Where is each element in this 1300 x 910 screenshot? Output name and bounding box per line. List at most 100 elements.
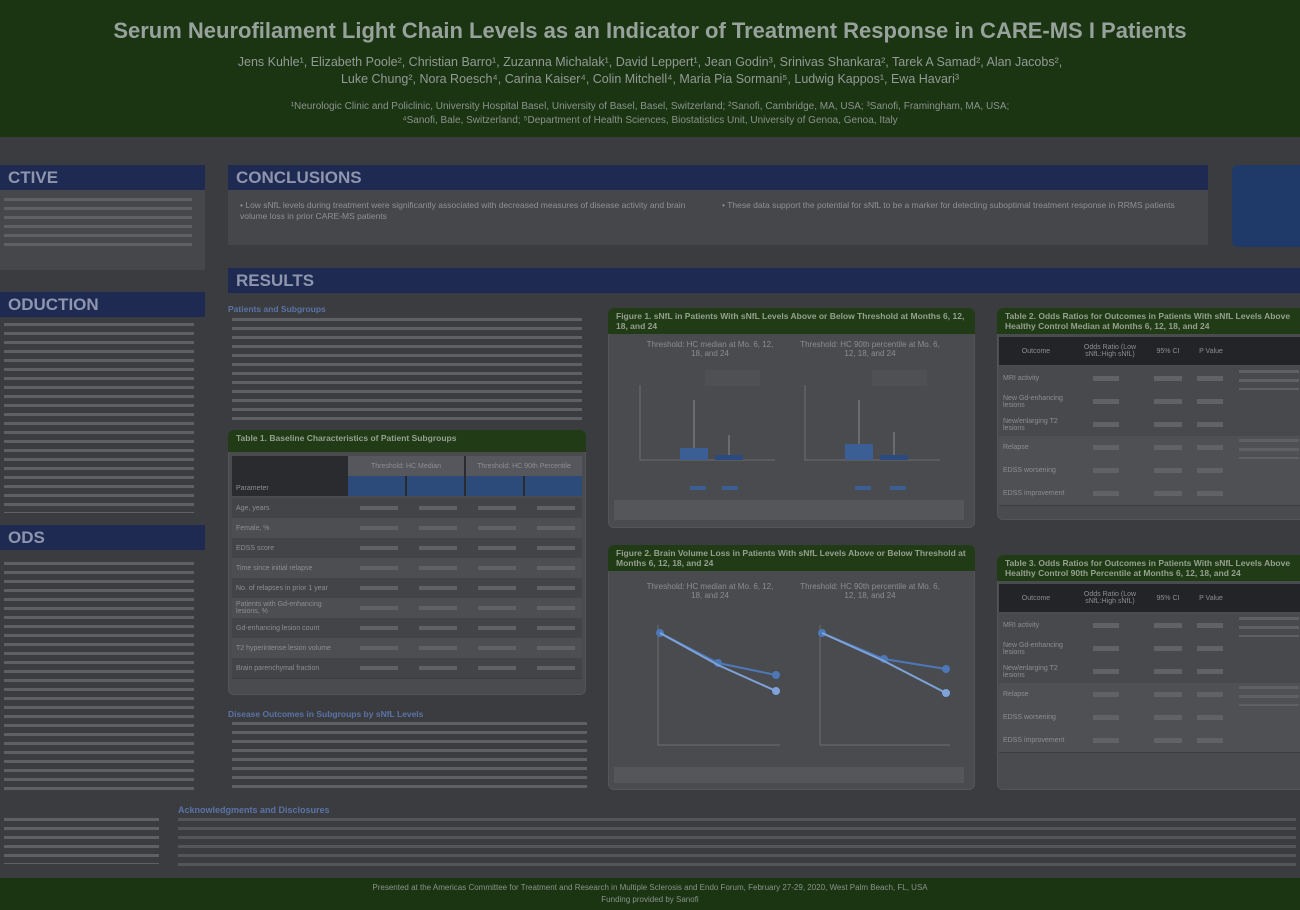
qr-box bbox=[1232, 165, 1300, 247]
blurred-text bbox=[178, 818, 1296, 866]
table-row: EDSS improvement bbox=[999, 482, 1300, 506]
blurred-cell bbox=[419, 566, 457, 570]
blurred-cell bbox=[1197, 468, 1223, 473]
table-row: Brain parenchymal fraction bbox=[232, 658, 582, 679]
blurred-cell bbox=[1154, 491, 1182, 496]
blurred-text bbox=[232, 318, 582, 424]
blurred-cell bbox=[478, 506, 516, 510]
table-row: EDSS worsening bbox=[999, 459, 1300, 483]
column-header: Odds Ratio (Low sNfL:High sNfL) bbox=[1083, 591, 1137, 605]
figure-graphic bbox=[614, 370, 964, 520]
panel-title: Threshold: HC median at Mo. 6, 12, 18, a… bbox=[646, 582, 774, 600]
blurred-text bbox=[4, 323, 194, 513]
blurred-cell bbox=[1197, 422, 1223, 427]
column-header: 95% CI bbox=[1156, 347, 1180, 355]
footer-text: Funding provided by Sanofi bbox=[601, 895, 699, 904]
blurred-cell bbox=[360, 506, 398, 510]
authors: Luke Chung², Nora Roesch⁴, Carina Kaiser… bbox=[340, 72, 960, 86]
table-row: EDSS improvement bbox=[999, 729, 1300, 753]
column-header: 95% CI bbox=[1156, 594, 1180, 602]
figure-panel bbox=[608, 308, 975, 528]
blurred-cell bbox=[1197, 669, 1223, 674]
blurred-cell bbox=[1154, 376, 1182, 381]
blurred-cell bbox=[1093, 715, 1119, 720]
table-row: Female, % bbox=[232, 518, 582, 539]
blurred-text bbox=[4, 818, 159, 864]
blurred-cell bbox=[1093, 491, 1119, 496]
blurred-cell bbox=[478, 666, 516, 670]
blurred-cell bbox=[1154, 692, 1182, 697]
header-band bbox=[0, 0, 1300, 137]
blurred-cell bbox=[537, 566, 575, 570]
row-label: Brain parenchymal fraction bbox=[236, 664, 320, 672]
blurred-text bbox=[4, 562, 194, 790]
row-label: New/enlarging T2 lesions bbox=[1003, 664, 1058, 679]
blurred-cell bbox=[1093, 692, 1119, 697]
table-row: MRI activity bbox=[999, 367, 1300, 430]
blurred-cell bbox=[360, 566, 398, 570]
column-header: Threshold: HC Median bbox=[348, 456, 464, 476]
blurred-cell bbox=[478, 566, 516, 570]
subheading: Patients and Subgroups bbox=[228, 304, 326, 314]
blurred-cell bbox=[419, 506, 457, 510]
blurred-cell bbox=[537, 666, 575, 670]
table: Outcome Odds Ratio (Low sNfL:High sNfL) 95… bbox=[999, 337, 1300, 509]
row-label: EDSS score bbox=[236, 544, 275, 552]
section-header: CONCLUSIONS bbox=[228, 165, 1208, 190]
subheading: Acknowledgments and Disclosures bbox=[178, 805, 330, 815]
blurred-cell bbox=[537, 646, 575, 650]
table-row: EDSS score bbox=[232, 538, 582, 559]
panel-title: Threshold: HC median at Mo. 6, 12, 18, a… bbox=[646, 340, 774, 358]
blurred-cell bbox=[360, 546, 398, 550]
table-row: New Gd-enhancing lesions bbox=[999, 390, 1300, 414]
blurred-cell bbox=[1197, 623, 1223, 628]
blurred-cell bbox=[1093, 468, 1119, 473]
blurred-cell bbox=[419, 606, 457, 610]
blurred-cell bbox=[1154, 445, 1182, 450]
blurred-cell bbox=[360, 606, 398, 610]
blurred-cell bbox=[1154, 669, 1182, 674]
blurred-cell bbox=[478, 586, 516, 590]
blurred-cell bbox=[1197, 445, 1223, 450]
blurred-cell bbox=[537, 506, 575, 510]
table-row: Patients with Gd-enhancing lesions, % bbox=[232, 598, 582, 619]
column-header: Odds Ratio (Low sNfL:High sNfL) bbox=[1083, 344, 1137, 358]
table-row: Gd-enhancing lesion count bbox=[232, 618, 582, 639]
section-header: ODUCTION bbox=[0, 292, 205, 317]
figure-panel bbox=[608, 545, 975, 790]
table-row: New/enlarging T2 lesions bbox=[999, 660, 1300, 684]
table-title: Table 3. Odds Ratios for Outcomes in Pat… bbox=[997, 555, 1300, 581]
blurred-cell bbox=[478, 646, 516, 650]
blurred-cell bbox=[1093, 445, 1119, 450]
blurred-text bbox=[4, 198, 192, 252]
blurred-cell bbox=[1197, 376, 1223, 381]
row-label: EDSS improvement bbox=[1003, 737, 1065, 744]
blurred-cell bbox=[1197, 646, 1223, 651]
figure-title: Figure 2. Brain Volume Loss in Patients … bbox=[608, 545, 975, 571]
footer-text: Presented at the Americas Committee for … bbox=[372, 883, 928, 892]
conclusion-bullet: • Low sNfL levels during treatment were … bbox=[240, 200, 686, 221]
row-label: Time since initial relapse bbox=[236, 564, 313, 572]
blurred-cell bbox=[478, 546, 516, 550]
table-header: Outcome Odds Ratio (Low sNfL:High sNfL) 95… bbox=[999, 584, 1300, 612]
column-header: P Value bbox=[1199, 347, 1223, 355]
blurred-cell bbox=[1093, 623, 1119, 628]
column-subheader bbox=[348, 476, 405, 496]
column-subheader bbox=[407, 476, 464, 496]
blurred-cell bbox=[1154, 646, 1182, 651]
row-label: New Gd-enhancing lesions bbox=[1003, 394, 1063, 409]
figure-title: Figure 1. sNfL in Patients With sNfL Lev… bbox=[608, 308, 975, 334]
blurred-cell bbox=[1093, 738, 1119, 743]
section-header: RESULTS bbox=[228, 268, 1300, 293]
conclusion-bullet: • These data support the potential for s… bbox=[722, 200, 1175, 210]
table-row: No. of relapses in prior 1 year bbox=[232, 578, 582, 599]
row-label: Patients with Gd-enhancing lesions, % bbox=[236, 601, 322, 615]
table-header: Parameter Threshold: HC Median Threshold: … bbox=[232, 456, 582, 496]
row-label: MRI activity bbox=[1003, 375, 1040, 382]
table-row: T2 hyperintense lesion volume bbox=[232, 638, 582, 659]
blurred-cell bbox=[537, 526, 575, 530]
table: Outcome Odds Ratio (Low sNfL:High sNfL) 95… bbox=[999, 584, 1300, 764]
row-label: No. of relapses in prior 1 year bbox=[236, 584, 328, 592]
blurred-cell bbox=[1093, 422, 1119, 427]
